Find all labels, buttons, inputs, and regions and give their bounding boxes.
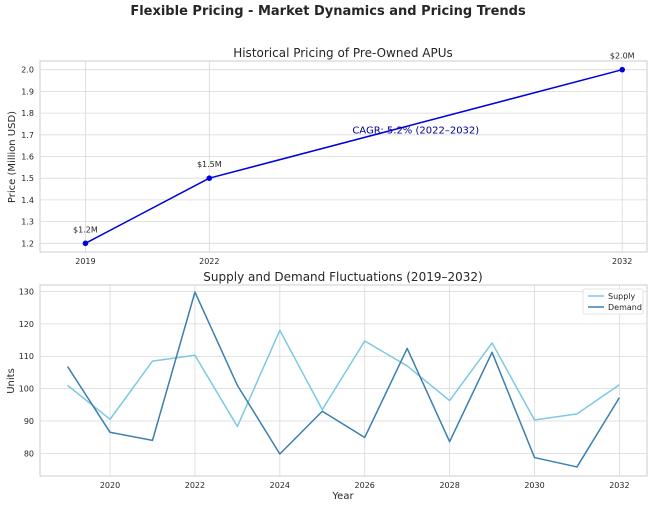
pricing-point [82,240,89,247]
legend-label-supply: Supply [608,292,636,301]
pricing-series [82,66,626,247]
pricing-y-tick-label: 1.6 [21,153,34,162]
pricing-y-tick-label: 1.9 [21,87,34,96]
pricing-y-axis-label: Price (Million USD) [7,111,18,203]
pricing-x-tick-label: 2022 [199,257,219,266]
pricing-chart: Historical Pricing of Pre-Owned APUs 1.2… [7,46,648,266]
legend-label-demand: Demand [608,303,642,312]
supply-demand-y-tick-label: 110 [19,352,34,361]
pricing-data-label: $2.0M [610,52,635,61]
supply-demand-x-tick-label: 2026 [355,481,375,490]
pricing-data-labels: $1.2M $1.5M $2.0M [73,52,635,235]
supply-demand-x-tick-label: 2024 [270,481,290,490]
cagr-annotation: CAGR: 5.2% (2022–2032) [352,125,479,136]
pricing-y-ticks: 1.2 1.3 1.4 1.5 1.6 1.7 1.8 1.9 2.0 [21,66,34,249]
pricing-y-tick-label: 1.2 [21,239,34,248]
supply-demand-x-tick-label: 2030 [524,481,544,490]
pricing-y-tick-label: 1.3 [21,218,34,227]
supply-demand-x-tick-label: 2028 [439,481,459,490]
supply-demand-y-tick-label: 80 [24,449,34,458]
supply-demand-chart: Supply and Demand Fluctuations (2019–203… [6,270,648,502]
pricing-x-tick-label: 2032 [612,257,632,266]
supply-demand-y-tick-label: 90 [24,417,34,426]
supply-demand-y-tick-label: 100 [19,385,34,394]
pricing-point [206,175,213,182]
supply-demand-line-demand [66,291,621,468]
supply-demand-x-ticks: 2020 2022 2024 2026 2028 2030 2032 [100,481,630,490]
legend: Supply Demand [582,288,644,315]
pricing-x-tick-label: 2019 [75,257,95,266]
supply-demand-y-tick-label: 130 [19,287,34,296]
pricing-chart-title: Historical Pricing of Pre-Owned APUs [233,46,453,60]
supply-demand-series [66,291,621,468]
pricing-point [619,66,626,73]
supply-demand-y-ticks: 80 90 100 110 120 130 [19,287,34,458]
pricing-data-label: $1.5M [197,160,222,169]
supply-demand-chart-title: Supply and Demand Fluctuations (2019–203… [203,270,482,284]
pricing-y-tick-label: 1.4 [21,196,34,205]
supply-demand-plot-area [39,284,648,477]
pricing-y-tick-label: 1.8 [21,109,34,118]
pricing-y-tick-label: 2.0 [21,66,34,75]
supply-demand-x-tick-label: 2032 [609,481,629,490]
supply-demand-line-supply [67,329,620,428]
pricing-grid [40,61,647,252]
pricing-y-tick-label: 1.5 [21,174,34,183]
figure-title: Flexible Pricing - Market Dynamics and P… [130,4,526,19]
supply-demand-grid [40,285,647,476]
pricing-x-ticks: 2019 2022 2032 [75,257,632,266]
supply-demand-x-axis-label: Year [331,491,354,502]
pricing-data-label: $1.2M [73,225,98,234]
supply-demand-x-tick-label: 2022 [185,481,205,490]
supply-demand-x-tick-label: 2020 [100,481,120,490]
supply-demand-y-axis-label: Units [6,368,17,394]
supply-demand-y-tick-label: 120 [19,320,34,329]
pricing-y-tick-label: 1.7 [21,131,34,140]
